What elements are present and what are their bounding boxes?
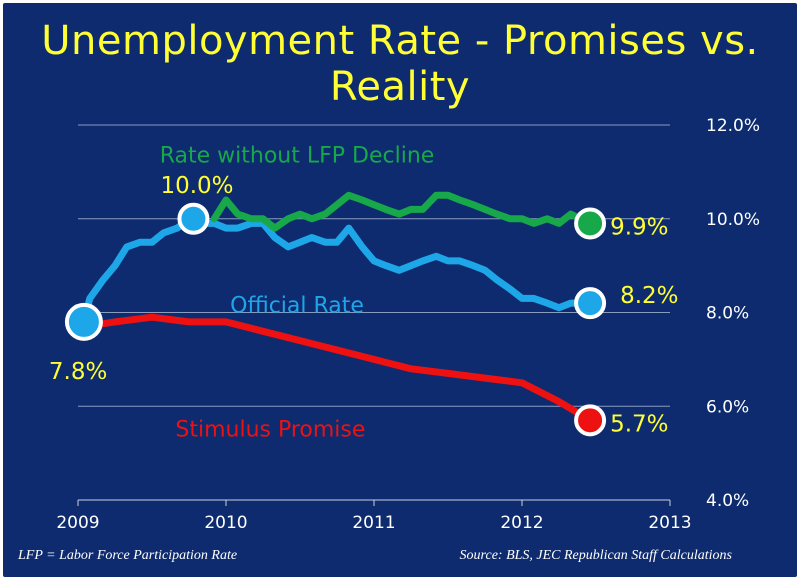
x-tick-label: 2009 (56, 513, 99, 533)
data-point-marker (574, 404, 607, 437)
data-point-marker (177, 202, 210, 235)
series-line-rate-without-lfp-decline (210, 191, 594, 232)
footnote-lfp-definition: LFP = Labor Force Participation Rate (18, 548, 238, 563)
series-line-official-rate (80, 215, 594, 326)
x-tick-label: 2013 (648, 513, 691, 533)
y-tick-label: 6.0% (706, 397, 749, 417)
chart-title: Unemployment Rate - Promises vs. Reality (41, 18, 759, 110)
y-tick-label: 12.0% (706, 116, 760, 136)
series-name-label: Official Rate (230, 294, 364, 319)
value-callout: 5.7% (610, 411, 668, 437)
data-point-marker (574, 287, 607, 320)
x-tick-label: 2011 (352, 513, 395, 533)
series-markers (64, 202, 607, 437)
axes: 4.0% 6.0% 8.0% 10.0% 12.0% 2009 2010 2011 2012 20… (56, 116, 760, 533)
data-point-marker (574, 207, 607, 240)
series-name-label: Rate without LFP Decline (160, 144, 435, 169)
y-tick-label: 8.0% (706, 304, 749, 324)
series-line-stimulus-promise (80, 313, 594, 424)
y-tick-label: 10.0% (706, 210, 760, 230)
series-name-label: Stimulus Promise (175, 418, 365, 443)
value-callout: 9.9% (610, 214, 668, 240)
footnote-source: Source: BLS, JEC Republican Staff Calcul… (459, 548, 732, 563)
value-callout: 8.2% (620, 283, 678, 309)
data-point-marker (64, 302, 103, 341)
x-tick-label: 2010 (204, 513, 247, 533)
value-callout: 7.8% (49, 359, 107, 385)
chart-panel (3, 3, 797, 577)
value-callout: 10.0% (160, 173, 233, 199)
x-tick-label: 2012 (500, 513, 543, 533)
series-lines (80, 191, 594, 424)
y-tick-label: 4.0% (706, 491, 749, 511)
annotations: 7.8% 10.0% 9.9% 8.2% 5.7% Rate without LFP De… (49, 144, 679, 443)
